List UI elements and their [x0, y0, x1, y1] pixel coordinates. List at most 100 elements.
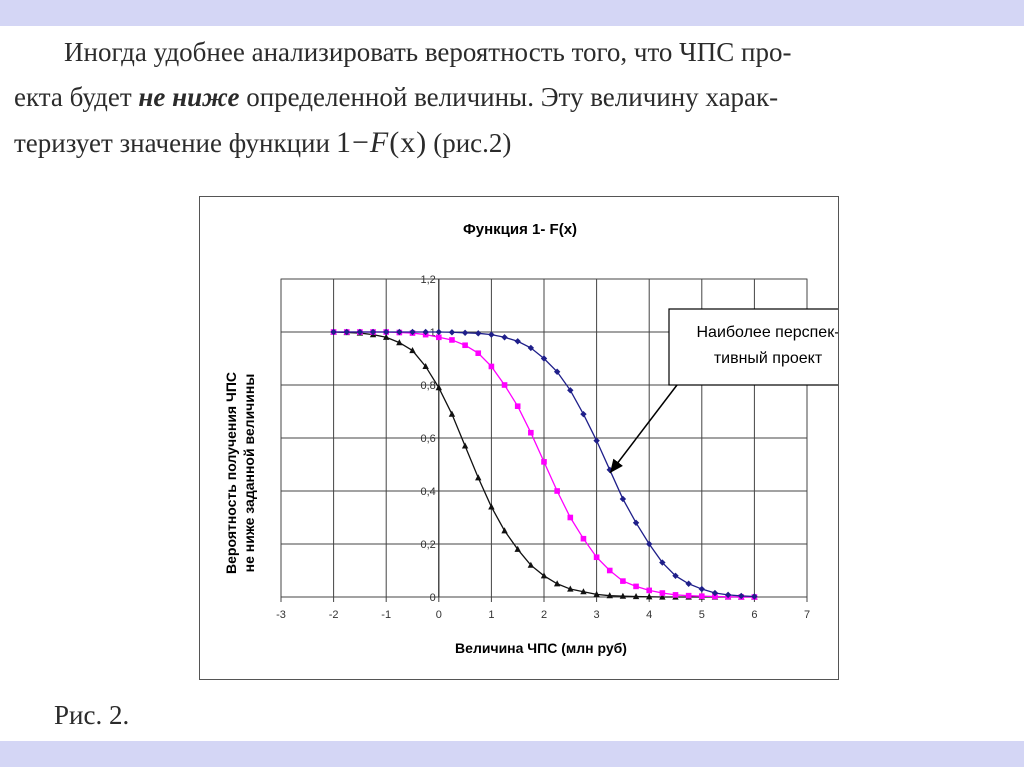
paragraph-line-3: теризует значение функции 1−F(x) (рис.2): [14, 120, 1014, 166]
data-point: [646, 593, 653, 600]
y-tick-label: 0,6: [421, 433, 436, 445]
data-point: [540, 355, 548, 362]
formula-f: F: [369, 126, 390, 159]
data-point: [475, 474, 482, 481]
data-point: [672, 572, 679, 579]
x-tick-label: 3: [594, 609, 600, 621]
y-tick-label: 0,8: [421, 380, 436, 392]
x-axis-label: Величина ЧПС (млн руб): [455, 640, 627, 656]
data-point: [396, 339, 403, 346]
line2-pre: екта будет: [14, 82, 139, 112]
data-point: [698, 585, 705, 593]
x-tick-label: 1: [488, 609, 494, 621]
data-point: [632, 519, 640, 526]
data-point: [672, 592, 679, 598]
data-point: [409, 328, 416, 336]
annotation-line-1: Наиболее перспек-: [696, 324, 838, 341]
data-point: [685, 580, 692, 587]
data-point: [488, 363, 495, 370]
data-point: [343, 328, 350, 336]
data-point: [620, 578, 626, 584]
paragraph: Иногда удобнее анализировать вероятность…: [14, 30, 1014, 166]
data-point: [422, 362, 429, 370]
x-tick-label: -3: [276, 609, 286, 621]
data-point: [554, 488, 560, 494]
annotation-box: [668, 308, 928, 386]
data-point: [449, 337, 455, 343]
data-point: [580, 410, 587, 418]
data-point: [448, 410, 456, 417]
chart-title: Функция 1- F(x): [463, 221, 577, 238]
line2-post: определенной величины. Эту величину хара…: [239, 82, 779, 112]
data-point: [435, 384, 442, 391]
data-point: [712, 593, 718, 600]
y-axis-label-line-1: Вероятность получения ЧПС: [223, 372, 239, 574]
data-point: [567, 585, 574, 592]
data-point: [593, 554, 600, 561]
y-tick-label: 1,2: [421, 274, 436, 286]
data-point: [514, 545, 521, 552]
data-point: [619, 592, 627, 599]
y-tick-label: 0,4: [421, 486, 436, 498]
data-point: [619, 495, 627, 503]
emphasis-not-lower: не ниже: [138, 82, 240, 112]
data-point: [540, 572, 548, 579]
formula: 1−F(x): [336, 126, 427, 159]
data-point: [475, 350, 482, 356]
data-point: [553, 580, 561, 587]
x-tick-label: 0: [436, 609, 442, 621]
y-tick-label: 0: [430, 592, 436, 604]
data-point: [422, 328, 429, 336]
data-point: [501, 527, 508, 534]
data-point: [527, 344, 535, 352]
annotation: Наиболее перспек- тивный проект: [609, 308, 928, 474]
data-point: [632, 592, 640, 600]
data-point: [501, 334, 508, 341]
annotation-line-2: тивный проект: [714, 350, 823, 367]
data-point: [383, 333, 390, 340]
y-tick-label: 0,2: [421, 539, 436, 551]
data-point: [527, 561, 535, 568]
data-point: [646, 587, 652, 594]
x-tick-label: 6: [751, 609, 757, 621]
formula-args: (x): [389, 126, 428, 159]
data-point: [580, 535, 587, 542]
chart-frame: Функция 1- F(x) -3 -2 -1 0 1 2 3 4 5 6 7 0 0,2 0,4 0,6…: [199, 196, 928, 680]
x-tick-label: -1: [381, 609, 391, 621]
annotation-arrow: [609, 384, 678, 474]
data-point: [646, 540, 653, 548]
data-point: [409, 347, 416, 354]
data-point: [711, 589, 719, 597]
y-tick-label: 1: [430, 327, 436, 339]
data-point: [436, 334, 442, 341]
data-point: [580, 588, 587, 595]
data-point: [514, 338, 521, 345]
data-point: [685, 592, 692, 599]
y-axis-label: Вероятность получения ЧПС не ниже заданн…: [223, 372, 257, 574]
data-point: [356, 328, 364, 336]
data-point: [567, 514, 574, 521]
data-point: [738, 592, 745, 600]
data-point: [724, 591, 732, 599]
data-point: [396, 328, 403, 336]
data-point: [541, 459, 547, 465]
data-point: [501, 382, 508, 388]
data-point: [659, 593, 666, 600]
line3-pre: теризует значение функции: [14, 128, 330, 158]
x-tick-label: 5: [699, 609, 705, 621]
figure-caption: Рис. 2.: [54, 700, 130, 730]
top-band: [0, 0, 1024, 26]
chart-series: [330, 328, 758, 600]
data-point: [383, 328, 390, 336]
data-point: [593, 590, 600, 597]
data-point: [514, 403, 521, 409]
data-point: [488, 331, 495, 338]
data-point: [448, 329, 456, 336]
x-tick-label: 7: [804, 609, 810, 621]
bottom-band: [0, 741, 1024, 767]
data-point: [553, 368, 561, 375]
data-point: [593, 437, 600, 444]
data-point: [462, 342, 468, 349]
chart-svg: Функция 1- F(x) -3 -2 -1 0 1 2 3 4 5 6 7 0 0,2 0,4 0,6…: [223, 221, 928, 656]
data-point: [699, 593, 705, 600]
